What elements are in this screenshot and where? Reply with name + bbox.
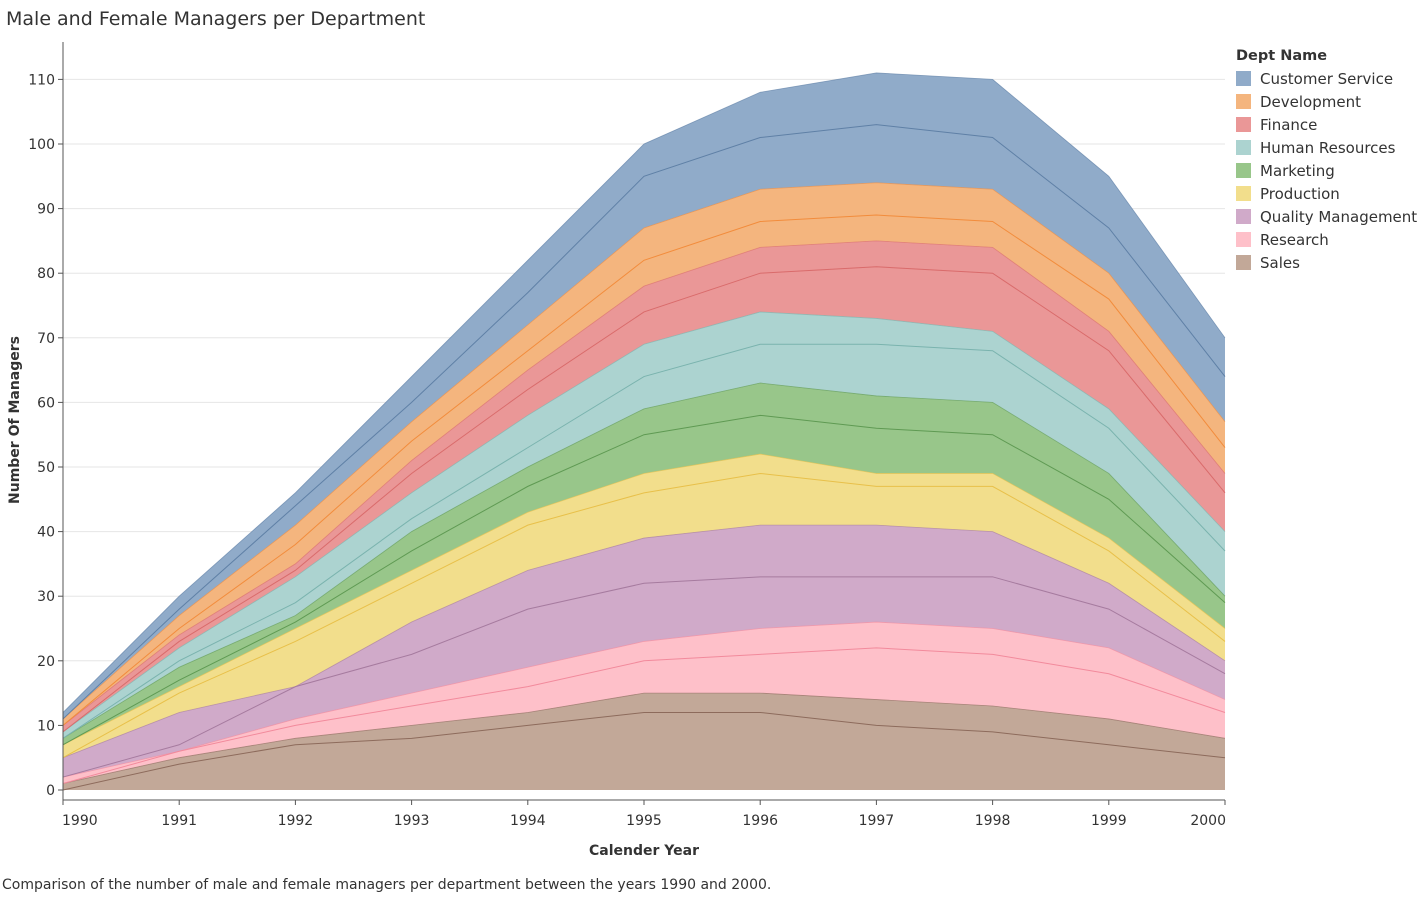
- y-tick-label: 90: [37, 202, 55, 218]
- x-tick-label: 1993: [394, 813, 430, 829]
- legend-label: Production: [1260, 184, 1340, 203]
- series-edge-line: [62, 311, 1226, 733]
- series-lines: [62, 72, 1226, 791]
- series-split-line: [62, 266, 1226, 733]
- legend-label: Human Resources: [1260, 138, 1396, 157]
- area-quality-management: [63, 525, 1225, 778]
- series-split-line: [62, 472, 1226, 759]
- area-research: [63, 622, 1225, 784]
- y-tick-label: 80: [37, 266, 55, 282]
- x-tick-label: 1997: [859, 813, 895, 829]
- x-tick-label: 1994: [510, 813, 546, 829]
- x-tick-label: 1998: [975, 813, 1011, 829]
- legend-swatch: [1236, 117, 1251, 132]
- y-tick-label: 10: [37, 718, 55, 734]
- legend-label: Marketing: [1260, 161, 1335, 180]
- axes: 0 10 20 30 40 50 60 70 80 90 100 110 1990 1991 1992 199…: [28, 42, 1226, 829]
- legend-label: Finance: [1260, 115, 1318, 134]
- y-tick-label: 110: [28, 72, 55, 88]
- legend-label: Customer Service: [1260, 69, 1394, 88]
- legend-item[interactable]: Production: [1236, 182, 1417, 205]
- area-sales: [63, 693, 1225, 790]
- series-edge-line: [62, 524, 1226, 759]
- series-split-line: [62, 711, 1226, 791]
- legend-label: Sales: [1260, 253, 1300, 272]
- legend-items: Customer Service Development Finance Human …: [1236, 67, 1417, 274]
- legend-swatch: [1236, 140, 1251, 155]
- y-tick-label: 60: [37, 395, 55, 411]
- legend-item[interactable]: Quality Management: [1236, 205, 1417, 228]
- legend-item[interactable]: Finance: [1236, 113, 1417, 136]
- y-tick-label: 100: [28, 137, 55, 153]
- series-edge-line: [62, 240, 1226, 726]
- x-tick-label: 1991: [161, 813, 197, 829]
- series-edge-line: [62, 692, 1226, 784]
- series-edge-line: [62, 72, 1226, 713]
- stacked-areas: [63, 72, 1225, 790]
- y-tick-label: 40: [37, 525, 55, 541]
- x-tick-label: 1996: [742, 813, 778, 829]
- legend-item[interactable]: Sales: [1236, 251, 1417, 274]
- legend-swatch: [1236, 94, 1251, 109]
- legend-item[interactable]: Marketing: [1236, 159, 1417, 182]
- legend-item[interactable]: Research: [1236, 228, 1417, 251]
- x-tick-label: 1992: [278, 813, 314, 829]
- series-split-line: [62, 343, 1226, 739]
- area-production: [63, 454, 1225, 758]
- legend: Dept Name Customer Service Development Fin…: [1236, 48, 1417, 274]
- series-split-line: [62, 647, 1226, 785]
- x-tick-label: 1995: [626, 813, 662, 829]
- y-tick-label: 20: [37, 654, 55, 670]
- x-tick-label: 1990: [62, 813, 98, 829]
- legend-swatch: [1236, 71, 1251, 86]
- y-tick-label: 50: [37, 460, 55, 476]
- legend-label: Development: [1260, 92, 1361, 111]
- legend-title: Dept Name: [1236, 48, 1328, 64]
- legend-swatch: [1236, 209, 1251, 224]
- legend-swatch: [1236, 255, 1251, 270]
- legend-swatch: [1236, 186, 1251, 201]
- x-axis-title: Calender Year: [589, 843, 699, 859]
- series-edge-line: [62, 382, 1226, 739]
- series-edge-line: [62, 453, 1226, 746]
- series-split-line: [62, 576, 1226, 778]
- y-tick-label: 30: [37, 589, 55, 605]
- area-customer-service: [63, 72, 1225, 719]
- legend-label: Research: [1260, 230, 1329, 249]
- series-split-line: [62, 124, 1226, 720]
- legend-item[interactable]: Development: [1236, 90, 1417, 113]
- series-split-line: [62, 214, 1226, 726]
- area-finance: [63, 240, 1225, 732]
- legend-swatch: [1236, 232, 1251, 247]
- y-axis-title: Number Of Managers: [7, 336, 23, 504]
- chart-title: Male and Female Managers per Department: [6, 8, 426, 30]
- y-tick-label: 70: [37, 331, 55, 347]
- series-split-line: [62, 414, 1226, 746]
- y-tick-label: 0: [46, 783, 55, 799]
- x-tick-label: 2000: [1190, 813, 1226, 829]
- chart-caption: Comparison of the number of male and fem…: [2, 877, 772, 893]
- legend-item[interactable]: Human Resources: [1236, 136, 1417, 159]
- area-human-resources: [63, 311, 1225, 739]
- legend-label: Quality Management: [1260, 207, 1418, 226]
- x-tick-label: 1999: [1091, 813, 1127, 829]
- series-edge-line: [62, 621, 1226, 778]
- series-edge-line: [62, 182, 1226, 720]
- legend-swatch: [1236, 163, 1251, 178]
- legend-item[interactable]: Customer Service: [1236, 67, 1417, 90]
